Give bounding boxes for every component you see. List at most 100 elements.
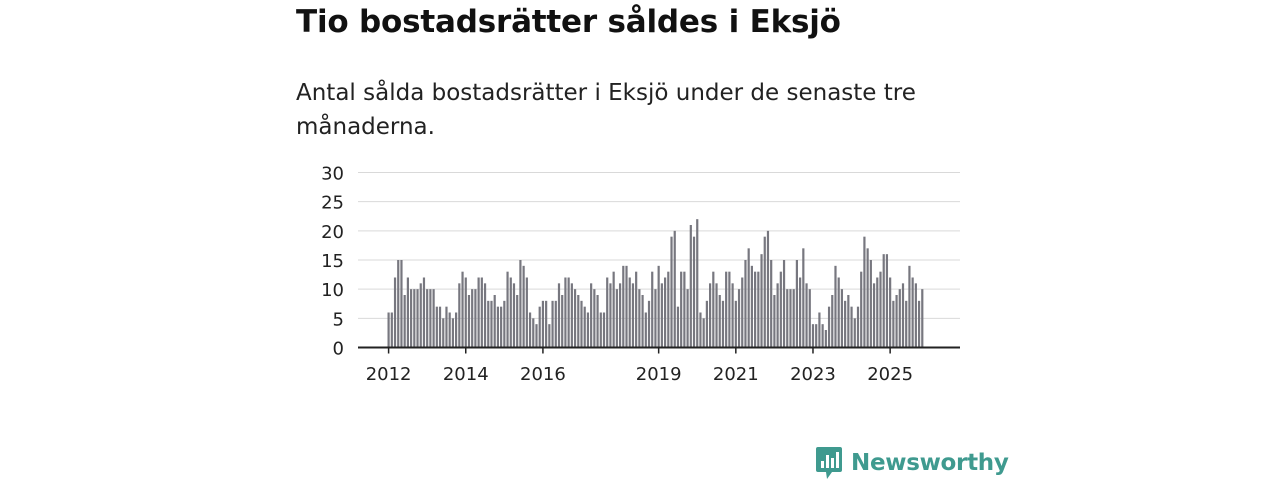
bar	[901, 283, 905, 348]
bar	[757, 271, 760, 348]
bar	[509, 277, 512, 348]
bar	[863, 236, 866, 348]
bar	[471, 289, 474, 348]
bar	[413, 289, 416, 348]
y-tick-label: 15	[321, 251, 344, 272]
x-tick-label: 2012	[366, 364, 412, 385]
bar	[631, 283, 635, 348]
bar	[892, 300, 895, 348]
bar	[393, 277, 397, 348]
bar	[860, 271, 863, 348]
bar	[426, 289, 429, 348]
y-tick-label: 0	[333, 339, 344, 360]
chart-title: Tio bostadsrätter såldes i Eksjö	[296, 4, 841, 40]
bar	[731, 283, 734, 348]
bar	[615, 289, 618, 348]
bar	[432, 289, 435, 348]
bar	[602, 312, 606, 348]
bar	[805, 283, 808, 348]
y-tick-label: 10	[321, 280, 344, 301]
x-tick-label: 2025	[867, 364, 913, 385]
bar	[455, 312, 458, 348]
bar	[583, 306, 586, 348]
bar	[827, 306, 831, 348]
bar	[725, 271, 728, 348]
bar	[528, 312, 532, 348]
bar	[734, 300, 737, 348]
bar	[853, 318, 856, 348]
bar	[635, 271, 638, 348]
y-tick-label: 25	[321, 193, 344, 214]
bar	[811, 324, 815, 348]
bar	[831, 295, 834, 348]
bar	[551, 300, 554, 348]
bar	[676, 306, 680, 348]
bar	[696, 219, 699, 348]
x-tick-label: 2014	[443, 364, 489, 385]
x-tick-label: 2023	[790, 364, 836, 385]
bar	[397, 260, 400, 348]
bar	[782, 260, 786, 348]
bar	[789, 289, 792, 348]
bar	[795, 260, 799, 348]
bar	[692, 236, 696, 348]
bar	[705, 300, 708, 348]
bar	[702, 318, 705, 348]
bar	[802, 248, 805, 348]
bar	[844, 300, 847, 348]
chart-subtitle: Antal sålda bostadsrätter i Eksjö under …	[296, 80, 916, 140]
x-tick-label: 2019	[636, 364, 682, 385]
bar	[840, 289, 844, 348]
bar	[612, 271, 615, 348]
bar	[856, 306, 860, 348]
bar	[516, 295, 519, 348]
x-tick-label: 2021	[713, 364, 759, 385]
bar	[599, 312, 602, 348]
bar	[750, 265, 753, 348]
bar	[561, 295, 564, 348]
bar	[869, 260, 872, 348]
bar	[406, 277, 409, 348]
bar	[914, 283, 917, 348]
bar	[917, 300, 921, 348]
bar	[535, 324, 538, 348]
bar	[882, 254, 885, 348]
bar	[483, 283, 487, 348]
bar	[458, 283, 461, 348]
bar	[564, 277, 567, 348]
bar	[898, 289, 901, 348]
y-tick-label: 20	[321, 222, 344, 243]
bar	[712, 271, 715, 348]
x-tick-label: 2016	[520, 364, 566, 385]
bar	[422, 277, 426, 348]
bar	[480, 277, 483, 348]
bar	[461, 271, 464, 348]
bar	[448, 312, 451, 348]
bar	[512, 283, 516, 348]
bar	[609, 283, 612, 348]
bar	[390, 312, 393, 348]
bar	[799, 277, 802, 348]
bar	[387, 312, 390, 348]
bar	[786, 289, 789, 348]
bar	[837, 277, 840, 348]
bar	[667, 271, 670, 348]
bar	[766, 230, 770, 348]
bar	[586, 312, 590, 348]
bar	[850, 306, 853, 348]
bar	[744, 260, 747, 348]
bar	[718, 295, 721, 348]
bar	[442, 318, 445, 348]
bar	[451, 318, 454, 348]
bar	[737, 289, 741, 348]
bar	[866, 248, 869, 348]
bar	[821, 324, 824, 348]
bar	[506, 271, 509, 348]
bar	[445, 306, 448, 348]
bar	[625, 265, 628, 348]
bar	[834, 265, 837, 348]
bar	[496, 306, 500, 348]
bar	[647, 300, 651, 348]
bar	[541, 300, 545, 348]
